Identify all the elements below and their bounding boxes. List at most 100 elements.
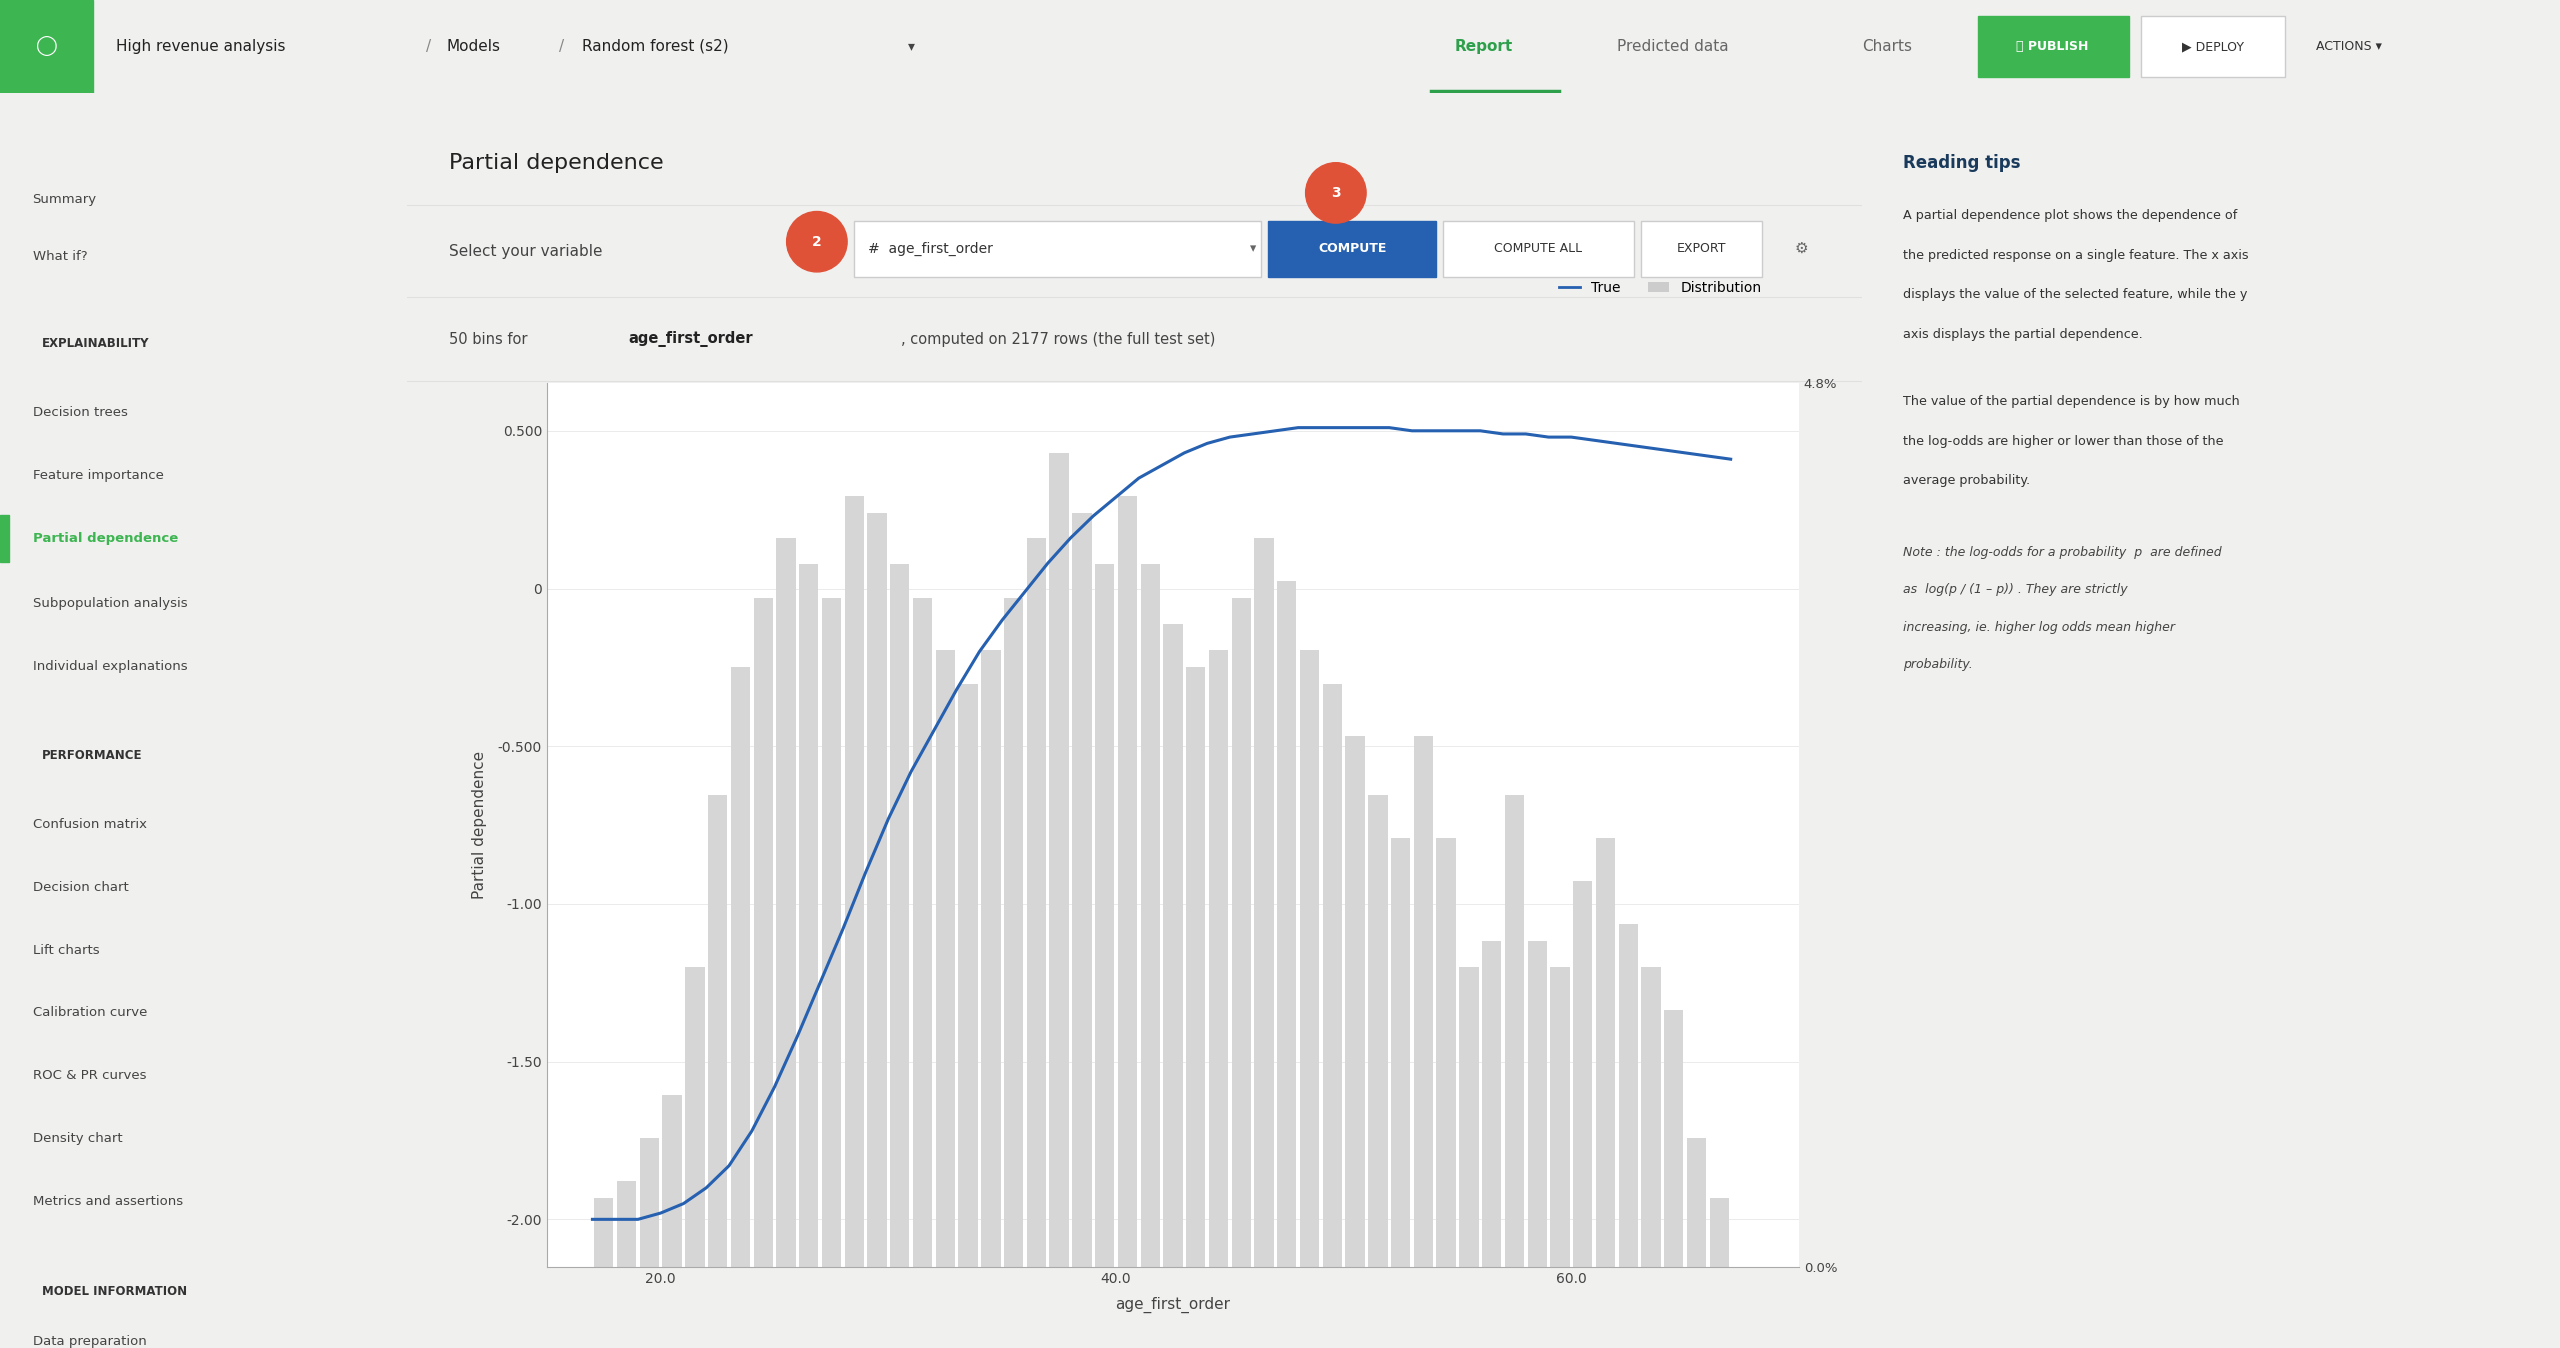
FancyBboxPatch shape [1641, 221, 1761, 276]
Text: Data preparation: Data preparation [33, 1336, 146, 1348]
Text: age_first_order: age_first_order [627, 332, 753, 348]
Text: /: / [425, 39, 430, 54]
Bar [1254, 538, 1275, 1267]
Bar [1300, 650, 1318, 1267]
Bar [776, 538, 796, 1267]
FancyBboxPatch shape [855, 221, 1262, 276]
Text: ▶ DEPLOY: ▶ DEPLOY [2181, 40, 2245, 53]
Bar [663, 1096, 681, 1267]
Text: 50 bins for: 50 bins for [448, 332, 532, 346]
Bar [709, 795, 727, 1267]
Text: Calibration curve: Calibration curve [33, 1007, 146, 1019]
Bar [1482, 941, 1500, 1267]
Bar [1979, 16, 2130, 77]
Bar [1528, 941, 1546, 1267]
Bar [1551, 967, 1569, 1267]
Text: Reading tips: Reading tips [1905, 154, 2020, 171]
Text: COMPUTE ALL: COMPUTE ALL [1495, 243, 1582, 255]
Text: ACTIONS ▾: ACTIONS ▾ [2317, 40, 2381, 53]
Bar [1208, 650, 1229, 1267]
Bar [640, 1138, 658, 1267]
Bar [1073, 512, 1091, 1267]
Bar [1050, 453, 1068, 1267]
Circle shape [786, 212, 847, 272]
Legend: True, Distribution: True, Distribution [1554, 275, 1766, 301]
Bar [1367, 795, 1388, 1267]
Text: PERFORMANCE: PERFORMANCE [41, 749, 143, 762]
Text: Partial dependence: Partial dependence [448, 152, 663, 173]
Bar [0, 515, 10, 562]
Bar [1710, 1198, 1728, 1267]
Text: Charts: Charts [1861, 39, 1912, 54]
Text: Summary: Summary [33, 193, 97, 206]
Text: What if?: What if? [33, 249, 87, 263]
Text: as  log(p / (1 – p)) . They are strictly: as log(p / (1 – p)) . They are strictly [1905, 584, 2127, 596]
Text: displays the value of the selected feature, while the y: displays the value of the selected featu… [1905, 288, 2248, 301]
Text: COMPUTE: COMPUTE [1318, 243, 1388, 255]
Y-axis label: Partial dependence: Partial dependence [471, 751, 486, 899]
Text: the log-odds are higher or lower than those of the: the log-odds are higher or lower than th… [1905, 434, 2225, 448]
Text: /: / [558, 39, 563, 54]
Text: Feature importance: Feature importance [33, 469, 164, 483]
Text: probability.: probability. [1905, 658, 1974, 671]
Bar [753, 599, 773, 1267]
Text: ⬛ PUBLISH: ⬛ PUBLISH [2017, 40, 2089, 53]
Text: MODEL INFORMATION: MODEL INFORMATION [41, 1285, 187, 1298]
Bar [1324, 685, 1341, 1267]
Bar [1572, 882, 1592, 1267]
Bar [1096, 565, 1114, 1267]
Bar [1267, 221, 1436, 276]
Text: Report: Report [1454, 39, 1513, 54]
Bar [617, 1181, 637, 1267]
Text: Decision trees: Decision trees [33, 407, 128, 419]
Bar [914, 599, 932, 1267]
FancyBboxPatch shape [2140, 16, 2286, 77]
Bar [845, 496, 863, 1267]
Bar [934, 650, 955, 1267]
Bar [1027, 538, 1047, 1267]
Bar [1231, 599, 1252, 1267]
Text: axis displays the partial dependence.: axis displays the partial dependence. [1905, 328, 2143, 341]
Text: Predicted data: Predicted data [1618, 39, 1728, 54]
FancyBboxPatch shape [1444, 221, 1633, 276]
Text: ▾: ▾ [1249, 243, 1257, 255]
Text: Metrics and assertions: Metrics and assertions [33, 1194, 182, 1208]
Bar [594, 1198, 614, 1267]
Text: ⚙: ⚙ [1795, 241, 1807, 256]
Bar [1459, 967, 1480, 1267]
Bar [1390, 838, 1411, 1267]
Bar [980, 650, 1001, 1267]
Text: High revenue analysis: High revenue analysis [115, 39, 287, 54]
Text: EXPORT: EXPORT [1677, 243, 1725, 255]
Bar [799, 565, 819, 1267]
Text: the predicted response on a single feature. The x axis: the predicted response on a single featu… [1905, 248, 2250, 262]
Text: increasing, ie. higher log odds mean higher: increasing, ie. higher log odds mean hig… [1905, 620, 2176, 634]
Bar [730, 667, 750, 1267]
Bar [1641, 967, 1661, 1267]
Bar [1687, 1138, 1705, 1267]
Text: , computed on 2177 rows (the full test set): , computed on 2177 rows (the full test s… [901, 332, 1216, 346]
Bar [1185, 667, 1206, 1267]
Bar [1277, 581, 1295, 1267]
Text: Decision chart: Decision chart [33, 880, 128, 894]
Bar [1436, 838, 1457, 1267]
Bar [1004, 599, 1024, 1267]
Text: average probability.: average probability. [1905, 474, 2030, 487]
Text: Select your variable: Select your variable [448, 244, 602, 259]
Text: 3: 3 [1331, 186, 1341, 200]
Bar [957, 685, 978, 1267]
Text: Density chart: Density chart [33, 1132, 123, 1144]
Text: Random forest (s2): Random forest (s2) [581, 39, 730, 54]
Text: EXPLAINABILITY: EXPLAINABILITY [41, 337, 148, 350]
Bar [1595, 838, 1615, 1267]
Text: Confusion matrix: Confusion matrix [33, 818, 146, 832]
Text: Note : the log-odds for a probability  p  are defined: Note : the log-odds for a probability p … [1905, 546, 2222, 559]
Bar [1162, 624, 1183, 1267]
Text: Subpopulation analysis: Subpopulation analysis [33, 597, 187, 611]
Bar [822, 599, 842, 1267]
Bar [1664, 1010, 1684, 1267]
Text: Partial dependence: Partial dependence [33, 532, 177, 545]
Text: ▾: ▾ [909, 39, 914, 54]
Bar [868, 512, 886, 1267]
X-axis label: age_first_order: age_first_order [1116, 1297, 1231, 1313]
